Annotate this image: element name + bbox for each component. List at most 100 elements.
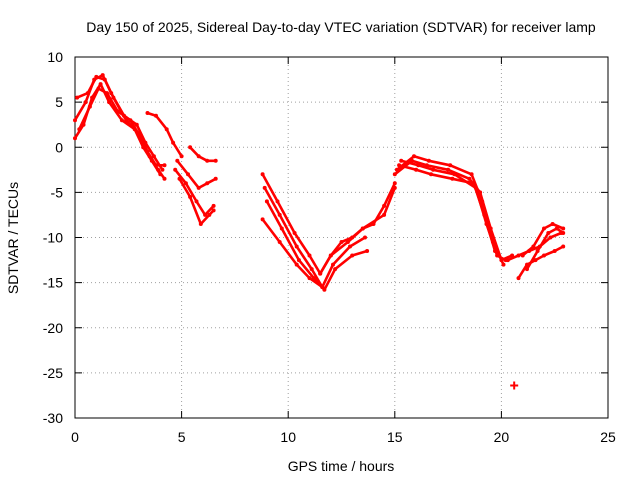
data-point: [469, 172, 474, 177]
y-tick-label: 5: [55, 94, 63, 110]
data-point: [102, 77, 107, 82]
data-point: [331, 262, 335, 267]
data-point: [151, 154, 156, 159]
data-point: [77, 127, 82, 132]
y-axis-label: SDTVAR / TECUs: [5, 182, 21, 294]
y-tick-label: -10: [43, 230, 63, 246]
data-point: [392, 172, 397, 177]
x-tick-label: 25: [600, 429, 616, 445]
data-point: [75, 95, 80, 100]
data-point: [196, 185, 201, 190]
data-point: [561, 244, 566, 249]
data-point: [188, 145, 193, 150]
data-point: [162, 163, 167, 168]
data-point: [360, 226, 365, 231]
data-point: [350, 235, 355, 240]
data-point: [309, 267, 314, 272]
data-point: [94, 74, 99, 79]
data-point: [260, 217, 265, 222]
data-point: [546, 231, 551, 235]
data-point: [213, 176, 218, 181]
data-point: [394, 167, 399, 172]
data-point: [525, 267, 529, 272]
x-tick-label: 10: [280, 429, 296, 445]
data-point: [484, 222, 489, 226]
data-point: [275, 199, 280, 204]
data-point: [87, 104, 92, 109]
data-point: [414, 167, 419, 172]
data-point: [183, 181, 188, 186]
chart-title: Day 150 of 2025, Sidereal Day-to-day VTE…: [86, 19, 596, 35]
data-point: [111, 95, 116, 100]
series-track-11: [263, 186, 367, 289]
data-point: [279, 226, 284, 231]
data-point: [467, 176, 472, 181]
data-point: [542, 253, 546, 258]
data-point: [73, 118, 77, 123]
data-point: [322, 287, 327, 292]
x-axis-label: GPS time / hours: [288, 458, 395, 474]
data-point: [105, 91, 109, 96]
data-point: [350, 253, 355, 258]
data-point: [213, 158, 218, 163]
data-point: [561, 226, 566, 231]
series-track-4: [78, 87, 166, 181]
data-point: [119, 118, 124, 123]
data-point: [139, 136, 144, 141]
data-point: [448, 163, 453, 168]
data-point: [100, 73, 105, 78]
data-point: [205, 181, 210, 186]
data-point: [294, 262, 299, 267]
data-point: [171, 140, 176, 145]
data-point: [294, 244, 299, 249]
data-point: [211, 208, 216, 213]
data-point: [147, 154, 152, 159]
data-point: [533, 258, 538, 263]
data-point: [429, 172, 433, 177]
y-tick-label: 0: [55, 139, 63, 155]
data-point: [207, 212, 212, 217]
data-series: [73, 73, 566, 390]
y-tick-label: -25: [43, 365, 63, 381]
data-point: [164, 127, 169, 132]
series-track-18: [399, 159, 507, 262]
data-point: [320, 285, 325, 290]
data-point: [292, 231, 297, 235]
data-point: [154, 113, 158, 118]
data-point: [128, 118, 133, 123]
data-point: [399, 158, 404, 163]
x-tick-label: 15: [387, 429, 403, 445]
data-point: [318, 271, 323, 276]
data-point: [452, 172, 457, 177]
data-point: [516, 276, 521, 281]
data-point: [431, 167, 436, 172]
axis-ticks: 0 5 10 15 20 25 -30 -25 -20 -15 -10 -5 0 5 10: [43, 49, 616, 445]
data-point: [382, 212, 387, 217]
data-point: [73, 136, 77, 141]
data-point: [307, 253, 312, 258]
data-point: [382, 203, 387, 208]
data-point: [550, 222, 555, 226]
data-point: [107, 100, 112, 105]
data-point: [520, 253, 525, 258]
data-point: [495, 253, 500, 258]
data-point: [333, 267, 338, 272]
series-track-5: [146, 111, 183, 158]
data-point: [162, 176, 167, 181]
data-point: [561, 231, 566, 235]
grid: [75, 57, 608, 418]
data-point: [96, 86, 101, 91]
data-point: [177, 176, 182, 181]
x-tick-label: 20: [494, 429, 510, 445]
data-point: [186, 172, 190, 177]
x-tick-label: 5: [178, 429, 186, 445]
data-point: [501, 262, 506, 267]
data-point: [426, 158, 431, 163]
data-point: [535, 249, 540, 253]
data-point: [473, 185, 478, 190]
data-point: [145, 111, 150, 115]
data-point: [296, 258, 301, 263]
data-point: [548, 235, 553, 240]
data-point: [85, 91, 90, 96]
plot-frame: [74, 56, 609, 419]
